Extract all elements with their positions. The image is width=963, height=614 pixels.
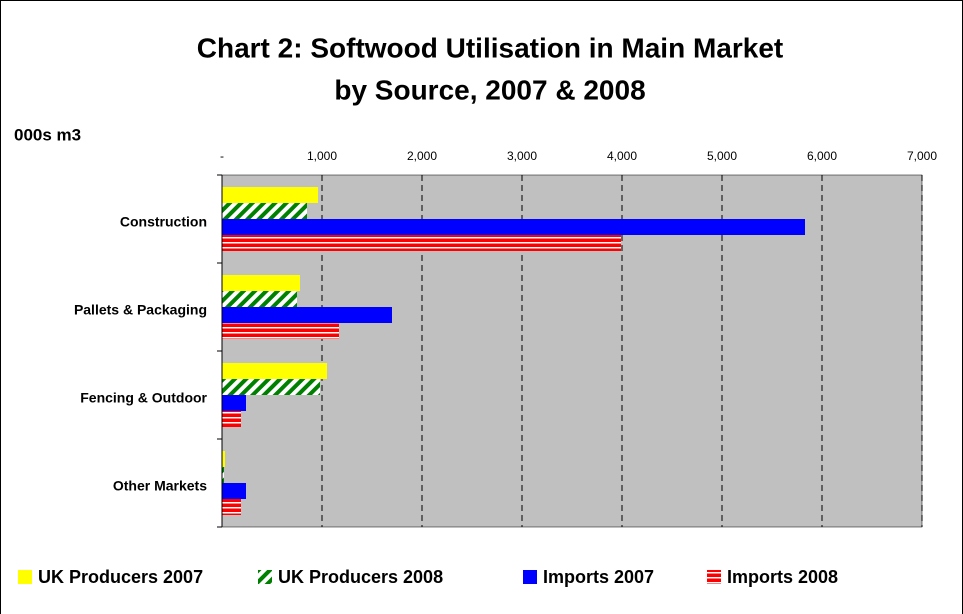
bar bbox=[222, 483, 246, 499]
bar bbox=[222, 499, 241, 515]
y-tick-label: Construction bbox=[120, 214, 207, 230]
x-tick-label: 6,000 bbox=[807, 149, 837, 163]
legend-swatch bbox=[18, 570, 32, 584]
legend-label: UK Producers 2008 bbox=[278, 567, 443, 587]
legend-label: Imports 2008 bbox=[727, 567, 838, 587]
x-tick-label: 3,000 bbox=[507, 149, 537, 163]
bar bbox=[222, 323, 339, 339]
bar bbox=[222, 363, 327, 379]
bar bbox=[222, 187, 318, 203]
bar bbox=[222, 467, 224, 483]
bar bbox=[222, 275, 300, 291]
chart-title: Chart 2: Softwood Utilisation in Main Ma… bbox=[197, 32, 783, 63]
y-tick-label: Pallets & Packaging bbox=[74, 302, 207, 318]
legend-label: UK Producers 2007 bbox=[38, 567, 203, 587]
bar bbox=[222, 235, 621, 251]
legend-swatch bbox=[707, 570, 721, 584]
bar bbox=[222, 451, 225, 467]
axis-label: 000s m3 bbox=[14, 125, 81, 144]
bar bbox=[222, 411, 241, 427]
x-tick-label: 1,000 bbox=[307, 149, 337, 163]
bar bbox=[222, 203, 307, 219]
bar bbox=[222, 379, 320, 395]
legend-label: Imports 2007 bbox=[543, 567, 654, 587]
x-tick-label: 7,000 bbox=[907, 149, 937, 163]
plot-border bbox=[221, 174, 923, 528]
legend-swatch bbox=[523, 570, 537, 584]
x-tick-label: 4,000 bbox=[607, 149, 637, 163]
x-tick-label: - bbox=[220, 149, 224, 163]
y-tick-label: Other Markets bbox=[113, 478, 207, 494]
x-tick-label: 2,000 bbox=[407, 149, 437, 163]
x-tick-label: 5,000 bbox=[707, 149, 737, 163]
y-tick-label: Fencing & Outdoor bbox=[80, 390, 207, 406]
bar bbox=[222, 219, 805, 235]
bar bbox=[222, 395, 246, 411]
bar bbox=[222, 291, 297, 307]
bar bbox=[222, 307, 392, 323]
legend-swatch bbox=[258, 570, 272, 584]
chart-title: by Source, 2007 & 2008 bbox=[334, 74, 645, 105]
